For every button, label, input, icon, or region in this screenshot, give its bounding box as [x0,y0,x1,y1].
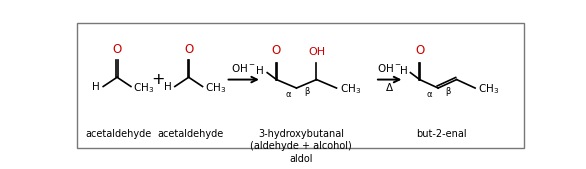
Text: CH$_3$: CH$_3$ [340,82,361,96]
Text: 3-hydroxybutanal
(aldehyde + alcohol)
aldol: 3-hydroxybutanal (aldehyde + alcohol) al… [250,129,352,164]
Text: H: H [164,82,172,92]
Text: Δ: Δ [386,83,393,93]
Text: α: α [427,90,432,99]
Text: β: β [305,87,310,95]
Text: CH$_3$: CH$_3$ [133,81,155,95]
Text: CH$_3$: CH$_3$ [478,82,499,96]
Text: H: H [400,66,407,76]
Text: O: O [415,44,424,57]
Text: CH$_3$: CH$_3$ [205,81,226,95]
Text: O: O [272,44,281,57]
Text: acetaldehyde: acetaldehyde [86,129,152,139]
Text: OH$^-$: OH$^-$ [377,62,402,74]
Text: O: O [184,43,193,56]
Text: β: β [445,87,451,95]
Text: H: H [93,82,100,92]
Text: OH: OH [309,47,326,57]
Text: OH$^-$: OH$^-$ [231,62,256,74]
Text: O: O [113,43,122,56]
Text: H: H [257,66,264,76]
Text: +: + [151,72,165,87]
Text: but-2-enal: but-2-enal [416,129,466,139]
Text: acetaldehyde: acetaldehyde [157,129,223,139]
Text: α: α [285,90,291,99]
